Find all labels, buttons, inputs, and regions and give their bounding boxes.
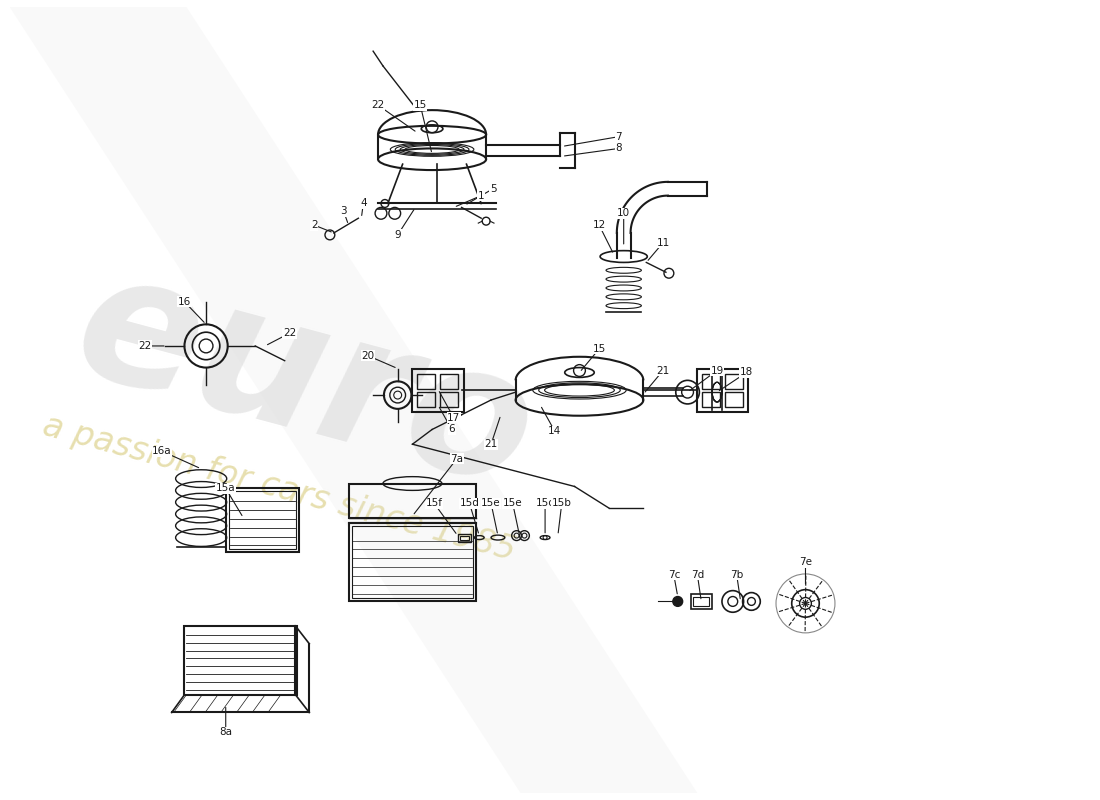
Text: 4: 4 bbox=[360, 198, 366, 209]
Text: 22: 22 bbox=[372, 100, 385, 110]
Text: 5: 5 bbox=[490, 184, 496, 194]
Text: 11: 11 bbox=[657, 238, 670, 248]
Text: 14: 14 bbox=[548, 426, 561, 437]
Text: 18: 18 bbox=[740, 367, 754, 378]
Text: 12: 12 bbox=[593, 220, 606, 230]
Text: 15f: 15f bbox=[426, 498, 442, 508]
Text: 15: 15 bbox=[593, 344, 606, 354]
Text: 8: 8 bbox=[616, 143, 623, 154]
Text: 7: 7 bbox=[616, 132, 623, 142]
Text: 15b: 15b bbox=[552, 498, 572, 508]
Text: 22: 22 bbox=[283, 328, 296, 338]
Circle shape bbox=[673, 597, 683, 606]
Text: 7a: 7a bbox=[450, 454, 463, 464]
Text: 8a: 8a bbox=[219, 727, 232, 737]
Text: 21: 21 bbox=[484, 439, 497, 450]
Text: 21: 21 bbox=[657, 366, 670, 375]
Text: a passion for cars since 1985: a passion for cars since 1985 bbox=[39, 410, 519, 567]
Polygon shape bbox=[10, 7, 697, 793]
Text: 16a: 16a bbox=[152, 446, 172, 456]
Text: 16: 16 bbox=[178, 297, 191, 306]
Text: 7e: 7e bbox=[799, 557, 812, 567]
Text: 15d: 15d bbox=[460, 498, 480, 508]
Text: euro: euro bbox=[58, 235, 552, 526]
Text: 15e: 15e bbox=[481, 498, 500, 508]
Text: 10: 10 bbox=[617, 208, 630, 218]
Text: 7d: 7d bbox=[691, 570, 704, 580]
Text: 20: 20 bbox=[362, 350, 375, 361]
Text: 6: 6 bbox=[449, 425, 455, 434]
Text: 7c: 7c bbox=[668, 570, 680, 580]
Text: 15c: 15c bbox=[536, 498, 554, 508]
Text: 17: 17 bbox=[447, 413, 460, 422]
Text: 15: 15 bbox=[414, 100, 427, 110]
Text: 2: 2 bbox=[311, 220, 318, 230]
Text: 3: 3 bbox=[340, 206, 346, 216]
Text: 1: 1 bbox=[477, 190, 484, 201]
Text: 7b: 7b bbox=[730, 570, 744, 580]
Text: 22: 22 bbox=[139, 341, 152, 351]
Text: 15a: 15a bbox=[216, 483, 235, 494]
Text: 9: 9 bbox=[395, 230, 402, 240]
Text: 19: 19 bbox=[711, 366, 724, 375]
Text: 15e: 15e bbox=[503, 498, 522, 508]
